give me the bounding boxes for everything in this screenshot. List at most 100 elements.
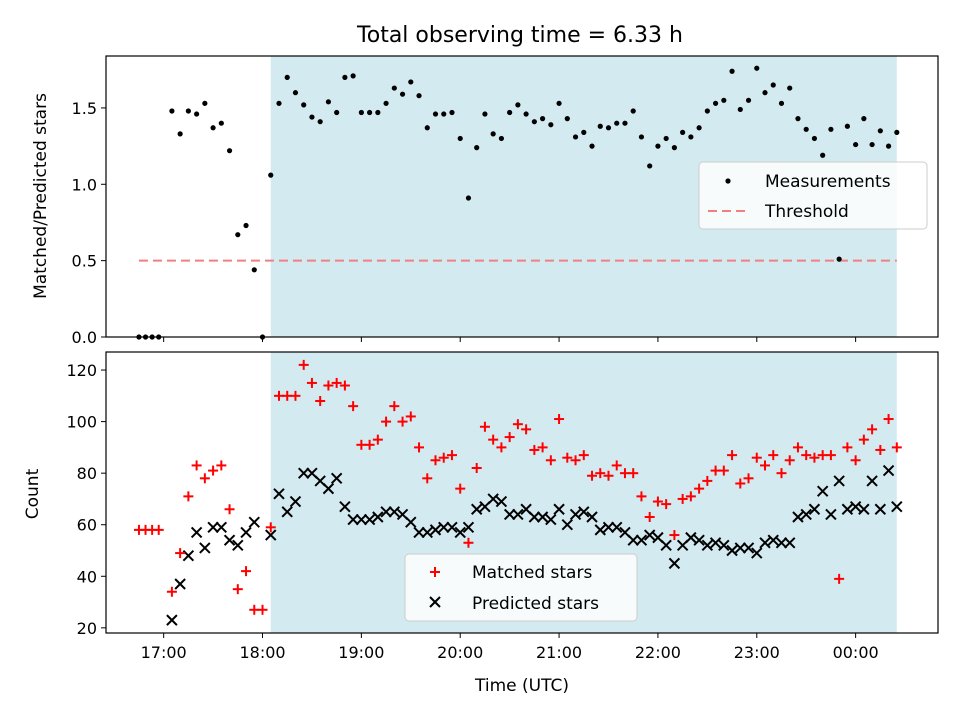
measurement-point-55 bbox=[589, 143, 595, 149]
measurement-point-78 bbox=[778, 100, 785, 106]
predicted-point-48 bbox=[569, 508, 582, 521]
predicted-point-15 bbox=[297, 467, 310, 479]
measurement-point-67 bbox=[688, 134, 694, 140]
measurement-point-87 bbox=[853, 141, 859, 148]
matched-point-51 bbox=[554, 414, 565, 425]
measurement-point-74 bbox=[745, 97, 752, 103]
x-tick-label-0: 17:00 bbox=[141, 643, 187, 662]
bottom-predicted-points bbox=[166, 464, 903, 626]
top-x-ticks bbox=[163, 337, 857, 342]
matched-point-60 bbox=[628, 468, 639, 479]
matched-point-35 bbox=[422, 473, 433, 484]
predicted-point-41 bbox=[512, 508, 524, 521]
predicted-point-21 bbox=[347, 513, 359, 526]
y-tick-label-1-0: 20 bbox=[77, 619, 97, 638]
matched-point-40 bbox=[463, 537, 474, 548]
matched-point-36 bbox=[430, 455, 441, 466]
predicted-point-40 bbox=[503, 508, 516, 521]
matched-point-77 bbox=[768, 450, 779, 461]
predicted-point-24 bbox=[372, 511, 384, 523]
measurement-point-63 bbox=[655, 143, 661, 149]
matched-point-56 bbox=[595, 468, 606, 479]
measurement-point-59 bbox=[622, 120, 628, 126]
predicted-point-60 bbox=[668, 557, 681, 570]
matched-point-64 bbox=[661, 499, 672, 510]
measurement-point-53 bbox=[572, 134, 579, 140]
measurement-point-18 bbox=[284, 74, 290, 80]
matched-point-81 bbox=[801, 450, 812, 461]
measurement-point-80 bbox=[795, 116, 801, 122]
matched-point-29 bbox=[372, 434, 383, 445]
predicted-point-72 bbox=[767, 534, 779, 546]
predicted-point-66 bbox=[718, 539, 730, 552]
matched-point-32 bbox=[397, 416, 408, 427]
legend-marker-predicted bbox=[429, 596, 441, 608]
x-axis-label: Time (UTC) bbox=[474, 676, 569, 696]
measurement-point-73 bbox=[737, 106, 743, 113]
predicted-point-9 bbox=[240, 526, 252, 539]
matched-point-41 bbox=[471, 463, 482, 474]
measurement-point-37 bbox=[441, 111, 447, 117]
matched-point-53 bbox=[570, 455, 581, 466]
measurement-point-69 bbox=[704, 108, 710, 114]
matched-point-76 bbox=[760, 460, 771, 471]
matched-point-13 bbox=[241, 566, 252, 577]
y-tick-label-0-3: 1.5 bbox=[72, 99, 97, 118]
predicted-point-19 bbox=[330, 472, 343, 485]
matched-point-89 bbox=[867, 424, 878, 435]
measurement-point-32 bbox=[399, 91, 406, 97]
matched-point-47 bbox=[521, 424, 532, 435]
predicted-point-34 bbox=[454, 526, 466, 539]
top-axes-frame bbox=[105, 55, 939, 338]
predicted-point-31 bbox=[429, 524, 442, 536]
matched-point-75 bbox=[751, 452, 762, 463]
predicted-point-74 bbox=[784, 537, 796, 549]
measurement-point-11 bbox=[226, 148, 233, 154]
measurement-point-92 bbox=[894, 129, 900, 135]
predicted-point-69 bbox=[742, 542, 755, 554]
legend-marker-measurements bbox=[725, 178, 731, 184]
measurement-point-66 bbox=[680, 129, 686, 135]
measurement-point-31 bbox=[391, 85, 397, 91]
bottom-x-ticks: 17:00 18:00 19:00 20:00 21:00 22:00 23:00 00:00 bbox=[141, 633, 879, 662]
measurement-point-36 bbox=[432, 111, 439, 117]
predicted-point-82 bbox=[849, 500, 862, 513]
measurement-point-72 bbox=[729, 68, 735, 74]
measurement-point-30 bbox=[383, 100, 389, 106]
measurement-point-13 bbox=[243, 222, 249, 229]
measurement-point-43 bbox=[490, 131, 496, 137]
matched-point-85 bbox=[834, 573, 845, 584]
measurement-point-52 bbox=[564, 116, 570, 122]
predicted-point-32 bbox=[438, 521, 450, 534]
measurement-point-82 bbox=[811, 135, 818, 142]
matched-point-82 bbox=[809, 452, 820, 463]
predicted-point-36 bbox=[470, 503, 483, 515]
predicted-point-56 bbox=[635, 534, 648, 546]
matched-point-61 bbox=[636, 491, 647, 502]
matched-point-91 bbox=[883, 414, 894, 425]
measurement-point-88 bbox=[861, 116, 867, 122]
y-tick-label-1-4: 100 bbox=[66, 413, 97, 432]
predicted-point-55 bbox=[627, 534, 639, 546]
measurement-point-48 bbox=[531, 119, 537, 125]
bottom-axes-frame bbox=[105, 351, 939, 634]
matched-point-34 bbox=[414, 442, 425, 453]
measurement-point-89 bbox=[869, 141, 875, 148]
predicted-point-25 bbox=[380, 506, 392, 518]
predicted-point-47 bbox=[561, 519, 574, 531]
predicted-point-75 bbox=[792, 511, 804, 523]
matched-point-22 bbox=[315, 395, 326, 406]
matched-point-54 bbox=[578, 450, 589, 461]
measurement-point-27 bbox=[358, 109, 364, 116]
matched-point-19 bbox=[290, 390, 301, 401]
measurement-point-86 bbox=[844, 123, 850, 129]
measurement-point-41 bbox=[474, 145, 480, 151]
predicted-point-10 bbox=[248, 516, 260, 528]
figure-title: Total observing time = 6.33 h bbox=[356, 23, 683, 48]
matched-point-49 bbox=[537, 442, 548, 453]
measurement-point-10 bbox=[218, 120, 224, 126]
measurement-point-84 bbox=[828, 126, 834, 132]
matched-point-20 bbox=[298, 359, 309, 370]
measurement-point-44 bbox=[498, 135, 505, 142]
matched-point-63 bbox=[652, 496, 663, 507]
